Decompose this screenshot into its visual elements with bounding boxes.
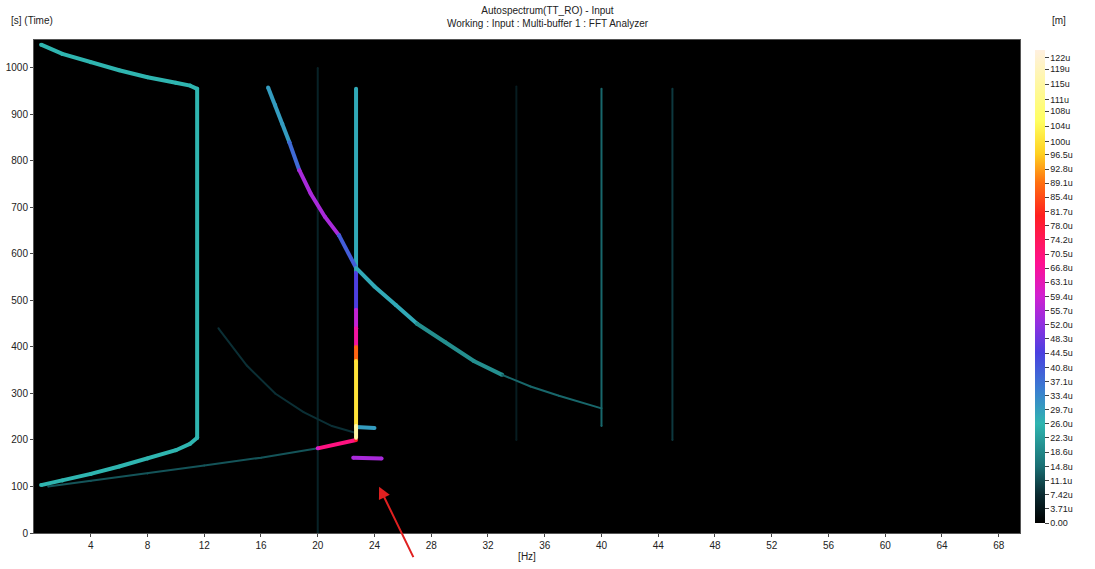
svg-text:7.42u: 7.42u [1050, 490, 1073, 500]
svg-text:[Hz]: [Hz] [518, 551, 536, 562]
svg-text:900: 900 [11, 109, 28, 120]
svg-text:104u: 104u [1050, 121, 1070, 131]
svg-text:119u: 119u [1050, 64, 1069, 74]
svg-text:22.3u: 22.3u [1050, 433, 1073, 443]
svg-text:300: 300 [11, 388, 28, 399]
svg-text:33.4u: 33.4u [1050, 391, 1073, 401]
svg-text:59.4u: 59.4u [1050, 292, 1073, 302]
svg-text:92.8u: 92.8u [1050, 164, 1073, 174]
svg-text:115u: 115u [1050, 79, 1069, 89]
svg-text:48.3u: 48.3u [1050, 334, 1073, 344]
svg-text:1000: 1000 [6, 62, 29, 73]
svg-text:96.5u: 96.5u [1050, 150, 1073, 160]
svg-text:111u: 111u [1050, 95, 1069, 105]
svg-text:200: 200 [11, 434, 28, 445]
svg-text:85.4u: 85.4u [1050, 192, 1073, 202]
svg-text:8: 8 [145, 540, 151, 551]
svg-text:100: 100 [11, 481, 28, 492]
svg-text:100u: 100u [1050, 137, 1070, 147]
svg-text:[m]: [m] [1052, 15, 1066, 26]
svg-text:60: 60 [880, 540, 892, 551]
svg-text:20: 20 [312, 540, 324, 551]
svg-text:44: 44 [653, 540, 665, 551]
svg-text:63.1u: 63.1u [1050, 277, 1073, 287]
svg-text:4: 4 [88, 540, 94, 551]
svg-text:81.7u: 81.7u [1050, 207, 1073, 217]
svg-text:29.7u: 29.7u [1050, 405, 1073, 415]
svg-text:[s] (Time): [s] (Time) [11, 15, 53, 26]
svg-text:44.5u: 44.5u [1050, 348, 1073, 358]
svg-text:108u: 108u [1050, 106, 1070, 116]
svg-text:64: 64 [936, 540, 948, 551]
svg-text:32: 32 [482, 540, 494, 551]
svg-text:700: 700 [11, 202, 28, 213]
svg-text:66.8u: 66.8u [1050, 263, 1073, 273]
svg-text:40: 40 [596, 540, 608, 551]
svg-text:24: 24 [369, 540, 381, 551]
svg-text:500: 500 [11, 295, 28, 306]
svg-text:16: 16 [255, 540, 267, 551]
svg-text:0: 0 [22, 528, 28, 539]
svg-text:52: 52 [766, 540, 778, 551]
svg-text:0.00: 0.00 [1050, 518, 1068, 528]
svg-text:78.0u: 78.0u [1050, 221, 1073, 231]
svg-text:12: 12 [199, 540, 211, 551]
svg-text:122u: 122u [1050, 53, 1070, 63]
svg-text:40.8u: 40.8u [1050, 363, 1073, 373]
svg-text:68: 68 [993, 540, 1005, 551]
svg-text:52.0u: 52.0u [1050, 320, 1073, 330]
svg-text:11.1u: 11.1u [1050, 476, 1072, 486]
svg-text:89.1u: 89.1u [1050, 178, 1073, 188]
svg-text:55.7u: 55.7u [1050, 306, 1073, 316]
svg-text:14.8u: 14.8u [1050, 462, 1073, 472]
svg-text:74.2u: 74.2u [1050, 235, 1073, 245]
svg-text:28: 28 [426, 540, 438, 551]
svg-text:26.0u: 26.0u [1050, 419, 1073, 429]
svg-text:56: 56 [823, 540, 835, 551]
svg-text:400: 400 [11, 341, 28, 352]
svg-text:37.1u: 37.1u [1050, 377, 1073, 387]
svg-text:600: 600 [11, 248, 28, 259]
svg-text:Autospectrum(TT_RO) - InputWor: Autospectrum(TT_RO) - InputWorking : Inp… [447, 5, 649, 29]
svg-text:48: 48 [709, 540, 721, 551]
svg-text:36: 36 [539, 540, 551, 551]
svg-text:18.6u: 18.6u [1050, 447, 1073, 457]
svg-text:3.71u: 3.71u [1050, 504, 1073, 514]
svg-text:800: 800 [11, 155, 28, 166]
svg-text:70.5u: 70.5u [1050, 249, 1073, 259]
